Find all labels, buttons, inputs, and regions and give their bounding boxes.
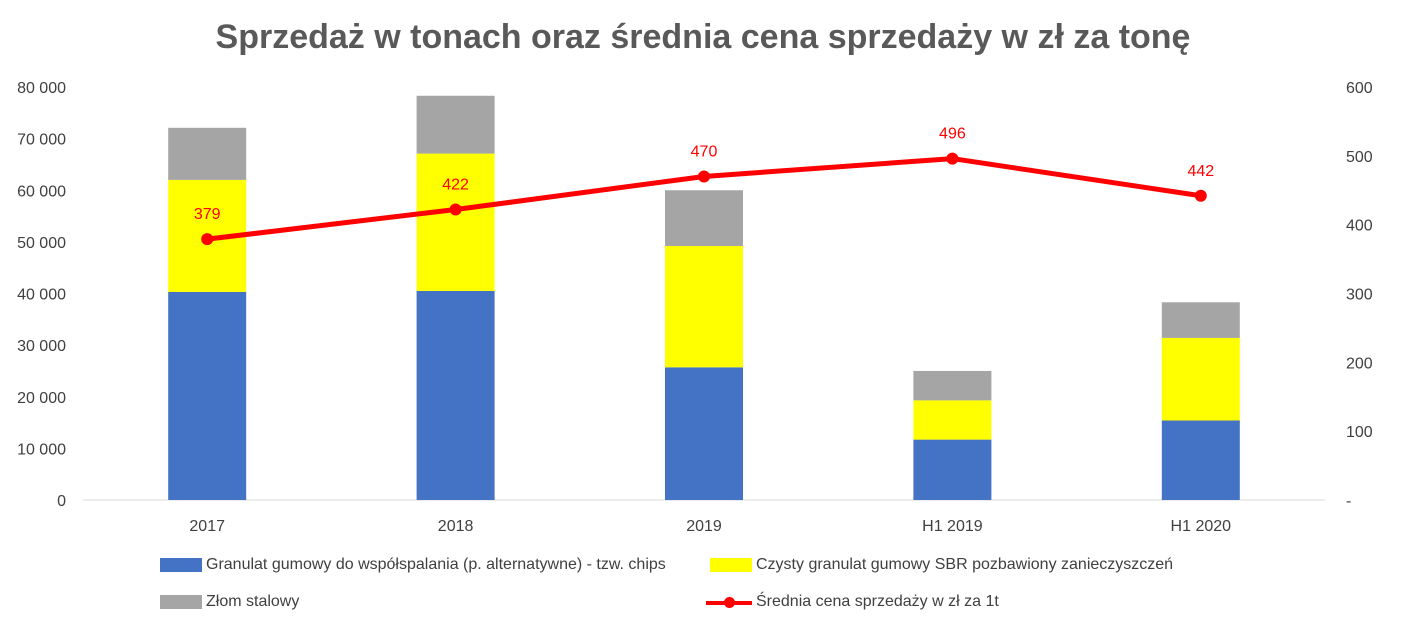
bar-segment-chips — [416, 290, 495, 500]
bar-segment-sbr — [913, 400, 992, 440]
y-right-tick-label: 200 — [1346, 355, 1373, 372]
bar-segment-steel — [1161, 302, 1240, 338]
legend-label-price: Średnia cena sprzedaży w zł za 1t — [756, 593, 999, 610]
y-left-tick-label: 10 000 — [17, 441, 66, 458]
y-left-tick-label: 30 000 — [17, 338, 66, 355]
price-data-label: 422 — [442, 177, 469, 194]
legend-label-steel: Złom stalowy — [206, 593, 300, 610]
bar-segment-sbr — [1161, 337, 1240, 421]
bar-segment-chips — [913, 439, 992, 500]
bar-segment-sbr — [416, 153, 495, 291]
legend-swatch-sbr — [710, 558, 752, 572]
bar-segment-steel — [168, 127, 247, 180]
y-right-tick-label: - — [1346, 493, 1351, 510]
price-point — [1194, 189, 1207, 202]
x-tick-label: H1 2020 — [1171, 518, 1232, 535]
legend-item-sbr: Czysty granulat gumowy SBR pozbawiony za… — [710, 556, 1173, 574]
y-left-tick-label: 0 — [57, 493, 66, 510]
price-data-label: 379 — [194, 206, 221, 223]
y-right-tick-label: 600 — [1346, 80, 1373, 97]
bar-segment-chips — [1161, 420, 1240, 500]
y-left-tick-label: 40 000 — [17, 287, 66, 304]
bar-segment-steel — [665, 190, 743, 247]
bar-segment-steel — [416, 95, 495, 154]
y-left-tick-label: 60 000 — [17, 183, 66, 200]
x-tick-label: H1 2019 — [922, 518, 983, 535]
legend-item-steel: Złom stalowy — [160, 593, 299, 611]
legend-label-chips: Granulat gumowy do współspalania (p. alt… — [206, 556, 666, 573]
legend-label-sbr: Czysty granulat gumowy SBR pozbawiony za… — [756, 556, 1174, 573]
price-data-label: 470 — [691, 143, 718, 160]
y-left-tick-label: 50 000 — [17, 235, 66, 252]
price-point — [201, 233, 214, 246]
y-right-tick-label: 500 — [1346, 149, 1373, 166]
chart-title: Sprzedaż w tonach oraz średnia cena sprz… — [215, 18, 1191, 56]
legend-swatch-chips — [160, 558, 202, 572]
bar-segment-sbr — [665, 246, 743, 368]
x-tick-label: 2018 — [438, 518, 474, 535]
legend-item-price: Średnia cena sprzedaży w zł za 1t — [706, 593, 999, 611]
legend-swatch-price — [706, 595, 752, 609]
y-right-tick-label: 400 — [1346, 218, 1373, 235]
y-right-tick-label: 100 — [1346, 424, 1373, 441]
price-point — [698, 170, 710, 183]
bar-segment-chips — [665, 367, 743, 500]
y-left-tick-label: 70 000 — [17, 132, 66, 149]
bar-segment-chips — [168, 291, 247, 500]
y-right-tick-label: 300 — [1346, 287, 1373, 304]
legend-item-chips: Granulat gumowy do współspalania (p. alt… — [160, 556, 666, 574]
x-tick-label: 2019 — [686, 518, 722, 535]
price-point — [946, 152, 959, 165]
y-left-tick-label: 20 000 — [17, 390, 66, 407]
x-tick-label: 2017 — [189, 518, 225, 535]
y-left-tick-label: 80 000 — [17, 80, 66, 97]
price-data-label: 496 — [939, 126, 966, 143]
price-data-label: 442 — [1187, 163, 1214, 180]
bar-segment-steel — [913, 370, 992, 401]
legend-swatch-steel — [160, 595, 202, 609]
price-point — [449, 203, 462, 216]
